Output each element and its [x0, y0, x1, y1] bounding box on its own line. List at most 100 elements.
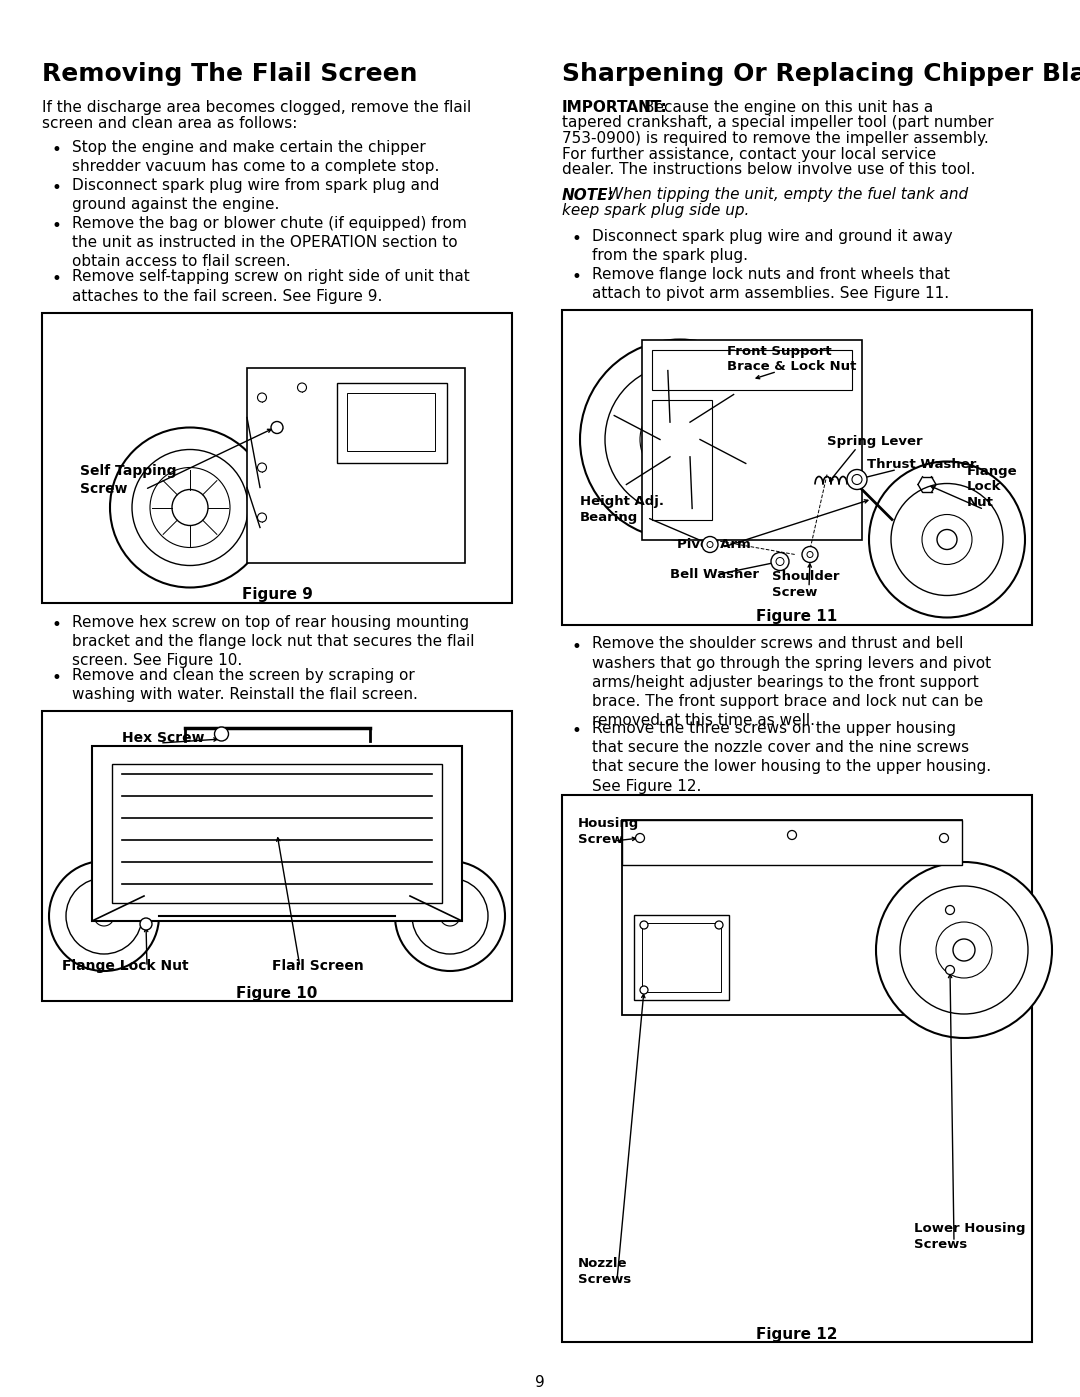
Circle shape	[635, 834, 645, 842]
Text: Remove the three screws on the upper housing
that secure the nozzle cover and th: Remove the three screws on the upper hou…	[592, 721, 991, 793]
Text: Shoulder
Screw: Shoulder Screw	[772, 570, 839, 598]
Circle shape	[66, 877, 141, 954]
Circle shape	[953, 939, 975, 961]
Circle shape	[94, 907, 114, 926]
Text: Flange
Lock
Nut: Flange Lock Nut	[967, 464, 1017, 510]
Circle shape	[172, 489, 208, 525]
Text: •: •	[52, 616, 62, 633]
Circle shape	[852, 475, 862, 485]
Text: Nozzle
Screws: Nozzle Screws	[578, 1257, 631, 1287]
Circle shape	[945, 965, 955, 975]
Circle shape	[395, 861, 505, 971]
Text: •: •	[572, 267, 582, 285]
Circle shape	[945, 905, 955, 915]
Text: tapered crankshaft, a special impeller tool (part number: tapered crankshaft, a special impeller t…	[562, 116, 994, 130]
Circle shape	[257, 462, 267, 472]
Text: Remove self-tapping screw on right side of unit that
attaches to the fail screen: Remove self-tapping screw on right side …	[72, 270, 470, 303]
Bar	[92, 746, 462, 921]
Circle shape	[787, 830, 797, 840]
Circle shape	[150, 468, 230, 548]
Text: Self Tapping
Screw: Self Tapping Screw	[80, 464, 176, 496]
Circle shape	[802, 546, 818, 563]
Circle shape	[640, 986, 648, 995]
Text: •: •	[52, 217, 62, 235]
Bar	[112, 764, 442, 902]
Text: 753-0900) is required to remove the impeller assembly.: 753-0900) is required to remove the impe…	[562, 131, 989, 147]
Text: •: •	[52, 179, 62, 197]
Text: Spring Lever: Spring Lever	[827, 434, 922, 447]
Text: Hex Screw: Hex Screw	[122, 731, 204, 745]
Text: If the discharge area becomes clogged, remove the flail: If the discharge area becomes clogged, r…	[42, 101, 471, 115]
Text: Bell Washer: Bell Washer	[670, 567, 759, 581]
Circle shape	[662, 422, 698, 457]
Text: Lower Housing
Screws: Lower Housing Screws	[914, 1222, 1026, 1250]
Bar	[42, 711, 512, 1002]
Text: Height Adj.
Bearing: Height Adj. Bearing	[580, 495, 664, 524]
Text: Removing The Flail Screen: Removing The Flail Screen	[42, 61, 418, 87]
Circle shape	[940, 834, 948, 842]
Text: 9: 9	[535, 1375, 545, 1390]
Bar	[42, 313, 512, 602]
Circle shape	[271, 422, 283, 433]
Circle shape	[715, 921, 723, 929]
Text: screen and clean area as follows:: screen and clean area as follows:	[42, 116, 297, 131]
Bar	[337, 383, 447, 462]
Circle shape	[297, 383, 307, 393]
Circle shape	[777, 557, 784, 566]
Circle shape	[847, 469, 867, 489]
Circle shape	[707, 542, 713, 548]
Circle shape	[110, 427, 270, 588]
Circle shape	[876, 862, 1052, 1038]
Bar	[347, 393, 435, 450]
Text: IMPORTANT:: IMPORTANT:	[562, 101, 667, 115]
Circle shape	[257, 393, 267, 402]
Bar	[562, 795, 1032, 1343]
Circle shape	[891, 483, 1003, 595]
Text: Stop the engine and make certain the chipper
shredder vacuum has come to a compl: Stop the engine and make certain the chi…	[72, 140, 440, 175]
Circle shape	[49, 861, 159, 971]
Text: Pivot Arm: Pivot Arm	[677, 538, 751, 550]
Bar	[247, 367, 465, 563]
Circle shape	[605, 365, 755, 514]
Circle shape	[640, 400, 720, 479]
Text: •: •	[572, 722, 582, 740]
Circle shape	[807, 552, 813, 557]
Bar	[622, 820, 962, 865]
Text: dealer. The instructions below involve use of this tool.: dealer. The instructions below involve u…	[562, 162, 975, 177]
Text: Figure 10: Figure 10	[237, 986, 318, 1002]
Text: When tipping the unit, empty the fuel tank and: When tipping the unit, empty the fuel ta…	[608, 187, 968, 203]
Text: Remove hex screw on top of rear housing mounting
bracket and the flange lock nut: Remove hex screw on top of rear housing …	[72, 615, 474, 668]
Text: Sharpening Or Replacing Chipper Blade: Sharpening Or Replacing Chipper Blade	[562, 61, 1080, 87]
Text: Figure 12: Figure 12	[756, 1327, 838, 1343]
Circle shape	[936, 922, 993, 978]
Text: •: •	[52, 141, 62, 159]
Circle shape	[900, 886, 1028, 1014]
Circle shape	[869, 461, 1025, 617]
Bar	[642, 339, 862, 539]
Bar	[622, 820, 962, 1016]
Text: Figure 9: Figure 9	[242, 588, 312, 602]
Text: Front Support
Brace & Lock Nut: Front Support Brace & Lock Nut	[727, 345, 856, 373]
Text: Disconnect spark plug wire from spark plug and
ground against the engine.: Disconnect spark plug wire from spark pl…	[72, 177, 440, 212]
Circle shape	[580, 339, 780, 539]
Bar	[634, 915, 729, 1000]
Bar	[562, 310, 1032, 624]
Bar	[652, 349, 852, 390]
Text: Flange Lock Nut: Flange Lock Nut	[62, 958, 189, 972]
Circle shape	[771, 552, 789, 570]
Bar	[642, 923, 721, 992]
Circle shape	[132, 450, 248, 566]
Text: Thrust Washer: Thrust Washer	[867, 457, 976, 471]
Circle shape	[257, 513, 267, 522]
Circle shape	[702, 536, 718, 552]
Circle shape	[922, 514, 972, 564]
Text: Figure 11: Figure 11	[756, 609, 838, 624]
Circle shape	[440, 907, 460, 926]
Circle shape	[640, 921, 648, 929]
Text: Disconnect spark plug wire and ground it away
from the spark plug.: Disconnect spark plug wire and ground it…	[592, 229, 953, 263]
Text: Remove the bag or blower chute (if equipped) from
the unit as instructed in the : Remove the bag or blower chute (if equip…	[72, 217, 467, 270]
Circle shape	[937, 529, 957, 549]
Text: keep spark plug side up.: keep spark plug side up.	[562, 203, 750, 218]
Circle shape	[411, 877, 488, 954]
Text: Housing
Screw: Housing Screw	[578, 817, 639, 847]
